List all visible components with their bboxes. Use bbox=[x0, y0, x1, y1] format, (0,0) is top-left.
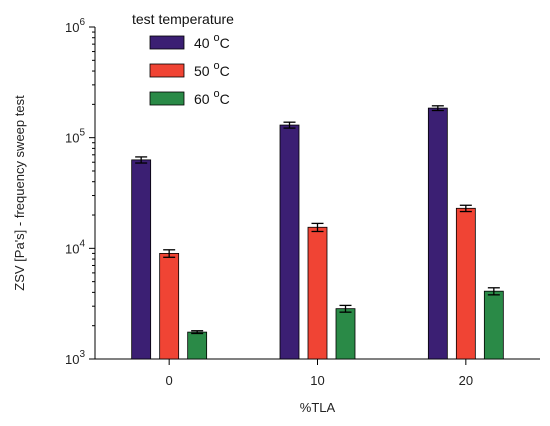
y-tick-label: 103 bbox=[65, 349, 85, 367]
bar bbox=[187, 331, 208, 360]
y-tick-label: 106 bbox=[65, 17, 85, 35]
legend-swatch bbox=[149, 35, 185, 50]
bars bbox=[131, 105, 504, 360]
y-axis-title: ZSV [Pa's] - frequency sweep test bbox=[12, 95, 27, 291]
bar bbox=[279, 124, 300, 360]
bar bbox=[307, 226, 328, 360]
legend-title: test temperature bbox=[132, 11, 234, 27]
legend-swatch bbox=[149, 63, 185, 78]
x-axis-title: %TLA bbox=[300, 400, 336, 415]
legend-label: 60 oC bbox=[194, 88, 230, 107]
y-tick-label: 105 bbox=[65, 128, 85, 146]
y-tick-label: 104 bbox=[65, 238, 85, 256]
x-tick-label: 0 bbox=[166, 373, 173, 388]
bar bbox=[483, 290, 504, 360]
bar bbox=[427, 107, 448, 360]
bar bbox=[335, 308, 356, 360]
legend-label: 40 oC bbox=[194, 32, 230, 51]
legend-label: 50 oC bbox=[194, 60, 230, 79]
x-tick-label: 10 bbox=[310, 373, 324, 388]
bar bbox=[455, 207, 476, 360]
bar bbox=[131, 159, 152, 360]
legend-swatch bbox=[149, 91, 185, 106]
bar bbox=[159, 252, 180, 360]
legend: test temperature 40 oC 50 oC 60 oC bbox=[132, 11, 234, 107]
x-tick-label: 20 bbox=[459, 373, 473, 388]
